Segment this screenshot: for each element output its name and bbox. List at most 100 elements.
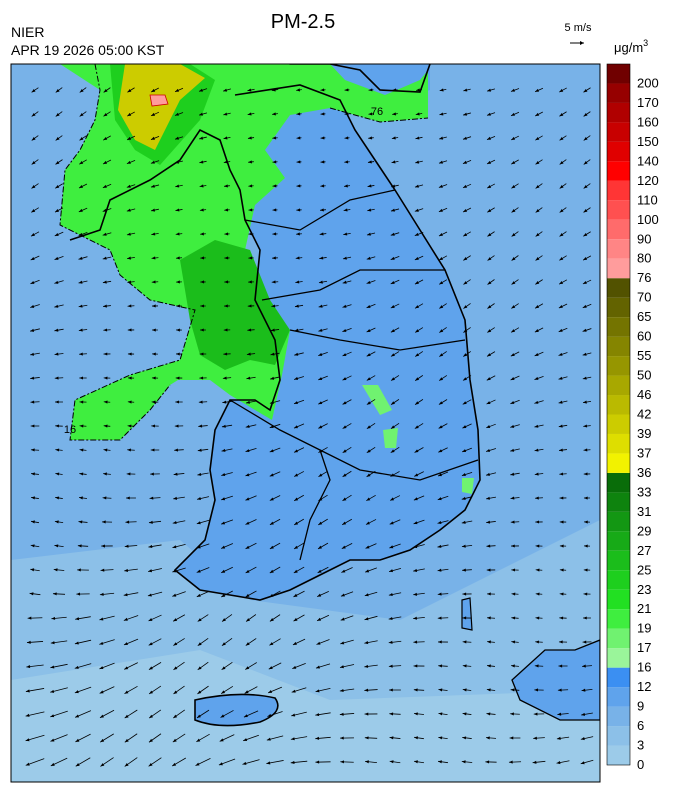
wind-arrow-head	[242, 761, 247, 765]
wind-arrow-head	[219, 738, 224, 742]
wind-arrow-head	[342, 425, 347, 429]
wind-arrow-head	[269, 569, 274, 574]
wind-arrow-head	[151, 232, 156, 236]
wind-arrow-head	[366, 280, 371, 284]
wind-arrow-head	[54, 376, 59, 380]
wind-arrow-head	[126, 496, 130, 500]
wind-arrow-head	[486, 401, 491, 405]
wind-arrow-head	[318, 304, 323, 308]
wind-arrow-head	[126, 472, 131, 476]
wind-arrow-head	[316, 641, 321, 645]
wind-arrow-head	[413, 688, 418, 692]
wind-arrow-head	[535, 305, 540, 309]
colorbar-swatch	[607, 589, 630, 610]
wind-arrow-head	[557, 688, 562, 692]
wind-arrow-head	[196, 521, 201, 525]
wind-arrow-head	[245, 642, 250, 646]
wind-arrow-head	[367, 208, 372, 212]
wind-arrow-head	[487, 281, 492, 285]
colorbar-label: 170	[637, 95, 659, 110]
wind-arrow-head	[245, 449, 250, 453]
wind-arrow-head	[416, 88, 420, 92]
wind-arrow-head	[342, 521, 347, 525]
wind-arrow-head	[463, 281, 468, 285]
wind-arrow-head	[294, 497, 299, 501]
wind-arrow-head	[175, 184, 180, 188]
wind-arrow-head	[583, 424, 588, 428]
wind-arrow-head	[176, 352, 180, 356]
wind-arrow-head	[127, 448, 131, 452]
wind-arrow-head	[269, 593, 274, 598]
wind-arrow-head	[124, 666, 129, 670]
wind-arrow-head	[438, 184, 443, 188]
wind-arrow-head	[197, 448, 202, 452]
wind-arrow-head	[31, 520, 35, 524]
colorbar-swatch	[607, 122, 630, 142]
wind-arrow-head	[221, 642, 226, 646]
colorbar-label: 9	[637, 699, 644, 714]
wind-arrow-head	[559, 592, 564, 596]
wind-arrow-head	[462, 688, 467, 692]
wind-arrow-head	[438, 232, 443, 236]
colorbar-label: 6	[637, 718, 644, 733]
wind-arrow-head	[413, 616, 417, 620]
wind-arrow-head	[197, 642, 202, 646]
wind-arrow-head	[296, 88, 301, 92]
wind-arrow-head	[223, 328, 228, 332]
wind-arrow-head	[148, 738, 153, 743]
wind-arrow-head	[413, 592, 418, 596]
title: PM-2.5	[271, 11, 335, 33]
wind-arrow-head	[30, 448, 35, 452]
colorbar-label: 150	[637, 134, 659, 149]
wind-arrow-head	[508, 760, 513, 764]
wind-arrow-head	[534, 448, 539, 452]
wind-arrow-head	[439, 281, 444, 285]
wind-arrow-head	[149, 690, 154, 694]
wind-arrow-head	[151, 112, 156, 116]
wind-arrow-head	[511, 209, 516, 213]
wind-arrow-head	[342, 449, 347, 453]
colorbar-swatch	[607, 492, 630, 512]
wind-arrow-head	[439, 353, 444, 357]
wind-arrow-head	[78, 280, 83, 284]
wind-scale-label: 5 m/s	[565, 22, 592, 34]
tsushima-area	[511, 639, 600, 721]
wind-arrow-head	[247, 328, 252, 332]
wind-arrow-head	[368, 112, 373, 116]
wind-arrow-head	[317, 593, 322, 597]
wind-arrow-head	[462, 640, 467, 644]
wind-arrow-head	[342, 328, 347, 332]
wind-arrow-head	[367, 160, 372, 164]
wind-arrow-head	[318, 377, 323, 380]
wind-arrow-head	[486, 712, 491, 716]
wind-arrow-head	[463, 329, 468, 333]
wind-arrow-head	[148, 618, 153, 621]
wind-arrow-head	[30, 233, 35, 237]
wind-arrow-head	[462, 736, 467, 740]
wind-arrow-head	[580, 737, 585, 741]
wind-arrow-head	[78, 232, 83, 236]
colorbar-label: 60	[637, 329, 651, 344]
wind-arrow-head	[30, 568, 35, 572]
wind-arrow-head	[462, 616, 467, 620]
wind-arrow-head	[437, 568, 442, 572]
wind-arrow-head	[341, 545, 346, 549]
wind-arrow-head	[510, 88, 515, 92]
wind-arrow-head	[148, 569, 153, 573]
wind-arrow-head	[535, 136, 540, 141]
wind-arrow-head	[29, 592, 34, 596]
wind-arrow-head	[463, 353, 468, 357]
wind-arrow-head	[175, 400, 180, 404]
colorbar-label: 37	[637, 445, 651, 460]
colorbar-label: 17	[637, 640, 651, 655]
wind-arrow-head	[389, 569, 394, 573]
wind-arrow-head	[100, 763, 105, 767]
wind-arrow-head	[319, 232, 324, 236]
wind-arrow-head	[556, 736, 561, 740]
wind-arrow-head	[344, 112, 349, 116]
wind-arrow-head	[26, 665, 31, 669]
wind-arrow-head	[317, 617, 322, 621]
wind-arrow-head	[224, 304, 228, 308]
wind-arrow-head	[487, 160, 492, 164]
wind-arrow-head	[174, 424, 179, 428]
